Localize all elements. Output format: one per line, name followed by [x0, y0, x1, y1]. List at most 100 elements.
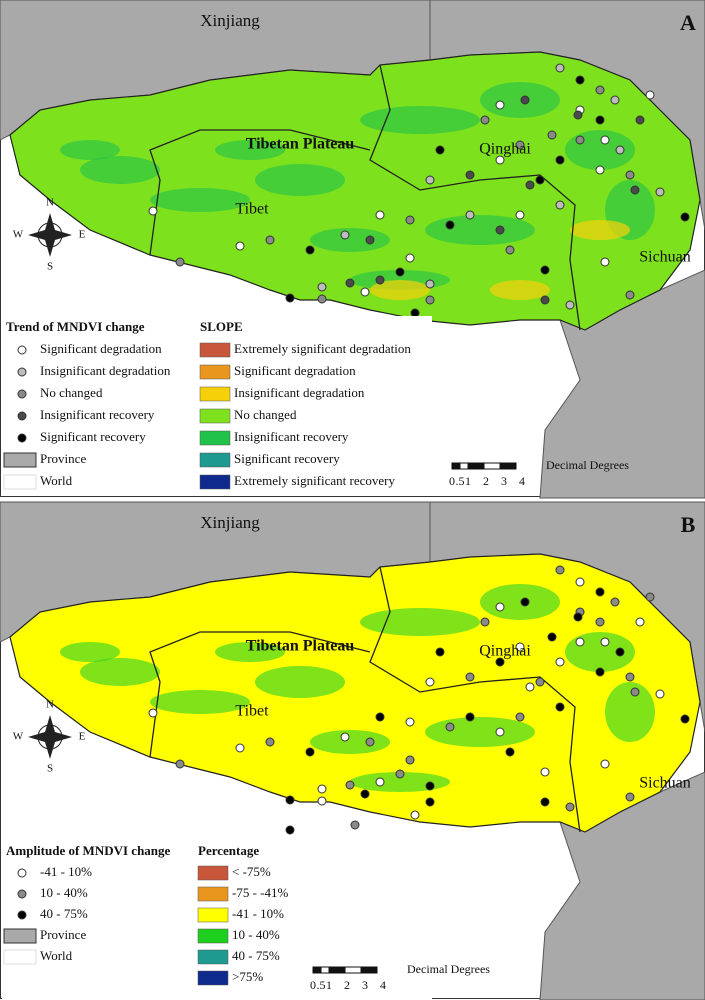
station: [680, 714, 690, 724]
station: [575, 135, 585, 145]
place-label: Qinghai: [479, 643, 531, 660]
station: [317, 784, 327, 794]
station: [350, 820, 360, 830]
station: [555, 63, 565, 73]
station: [635, 115, 645, 125]
vegetation-patch: [215, 140, 285, 160]
station: [515, 712, 525, 722]
scale-segment: [328, 966, 346, 974]
compass-ring: [37, 222, 63, 248]
vegetation-patch: [310, 228, 390, 252]
station: [317, 294, 327, 304]
scale-segment: [459, 462, 469, 470]
province-border: [149, 631, 371, 758]
station: [515, 642, 525, 652]
scale-label: 3: [501, 474, 507, 488]
station: [410, 308, 420, 318]
station: [495, 602, 505, 612]
compass-label: S: [47, 763, 53, 775]
compass-ring: [37, 724, 63, 750]
station: [535, 677, 545, 687]
legend-swatch: [197, 907, 229, 923]
legend-label: Insignificant degradation: [40, 363, 171, 378]
station: [615, 647, 625, 657]
station: [365, 737, 375, 747]
station: [285, 293, 295, 303]
vegetation-patch: [480, 584, 560, 620]
station: [595, 587, 605, 597]
vegetation-patch: [60, 140, 120, 160]
station: [425, 295, 435, 305]
panel-letter: B: [681, 512, 696, 537]
station: [148, 206, 158, 216]
legend-label: 40 - 75%: [232, 948, 280, 963]
legend-swatch: [197, 928, 229, 944]
station: [480, 617, 490, 627]
station: [505, 747, 515, 757]
scale-unit: Decimal Degrees: [407, 962, 490, 976]
station: [540, 295, 550, 305]
station: [375, 712, 385, 722]
station: [540, 767, 550, 777]
place-label: Tibet: [235, 201, 269, 218]
scale-segment: [320, 966, 330, 974]
station: [635, 617, 645, 627]
scale-segment: [499, 462, 517, 470]
station: [365, 235, 375, 245]
station: [540, 797, 550, 807]
vegetation-patch: [480, 82, 560, 118]
scale-label: 4: [380, 978, 386, 992]
legend-title: Amplitude of MNDVI change: [6, 843, 171, 858]
compass-star: [28, 213, 72, 257]
station: [148, 708, 158, 718]
station: [575, 75, 585, 85]
legend-swatch: [199, 364, 231, 380]
station: [235, 743, 245, 753]
station: [317, 282, 327, 292]
vegetation-patch: [425, 717, 535, 747]
station: [625, 290, 635, 300]
station: [345, 278, 355, 288]
station: [630, 185, 640, 195]
compass-label: W: [13, 229, 24, 241]
station: [265, 737, 275, 747]
vegetation-patch: [425, 215, 535, 245]
vegetation-patch: [80, 658, 160, 686]
station: [425, 797, 435, 807]
station: [395, 267, 405, 277]
place-label: Xinjiang: [200, 513, 260, 532]
legend-swatch: [199, 386, 231, 402]
legend-dot: [17, 868, 27, 878]
scale-label: 0: [449, 474, 455, 488]
station: [495, 155, 505, 165]
scale-unit: Decimal Degrees: [546, 458, 629, 472]
legend-label: 10 - 40%: [40, 885, 88, 900]
station: [595, 165, 605, 175]
station: [610, 95, 620, 105]
station: [680, 212, 690, 222]
legend-label: Significant recovery: [234, 451, 340, 466]
legend-label: World: [40, 948, 73, 963]
legend-label: 40 - 75%: [40, 906, 88, 921]
station: [435, 647, 445, 657]
legend-label: Significant degradation: [40, 341, 162, 356]
station: [555, 657, 565, 667]
station: [375, 275, 385, 285]
panel: Xinjiang Tibetan Plateau Qinghai Tibet Sichu…: [0, 0, 705, 499]
station: [645, 90, 655, 100]
vegetation-patch: [360, 608, 480, 636]
vegetation-patch: [60, 642, 120, 662]
scale-label: 1: [326, 978, 332, 992]
legend-label: -41 - 10%: [232, 906, 284, 921]
scale-label: 3: [362, 978, 368, 992]
station: [405, 717, 415, 727]
legend-label: Extremely significant recovery: [234, 473, 395, 488]
station: [405, 253, 415, 263]
legend-swatch: [197, 886, 229, 902]
station: [547, 130, 557, 140]
station: [595, 85, 605, 95]
station: [505, 245, 515, 255]
legend-label: 10 - 40%: [232, 927, 280, 942]
station: [395, 769, 405, 779]
legend-label: Insignificant recovery: [40, 407, 155, 422]
